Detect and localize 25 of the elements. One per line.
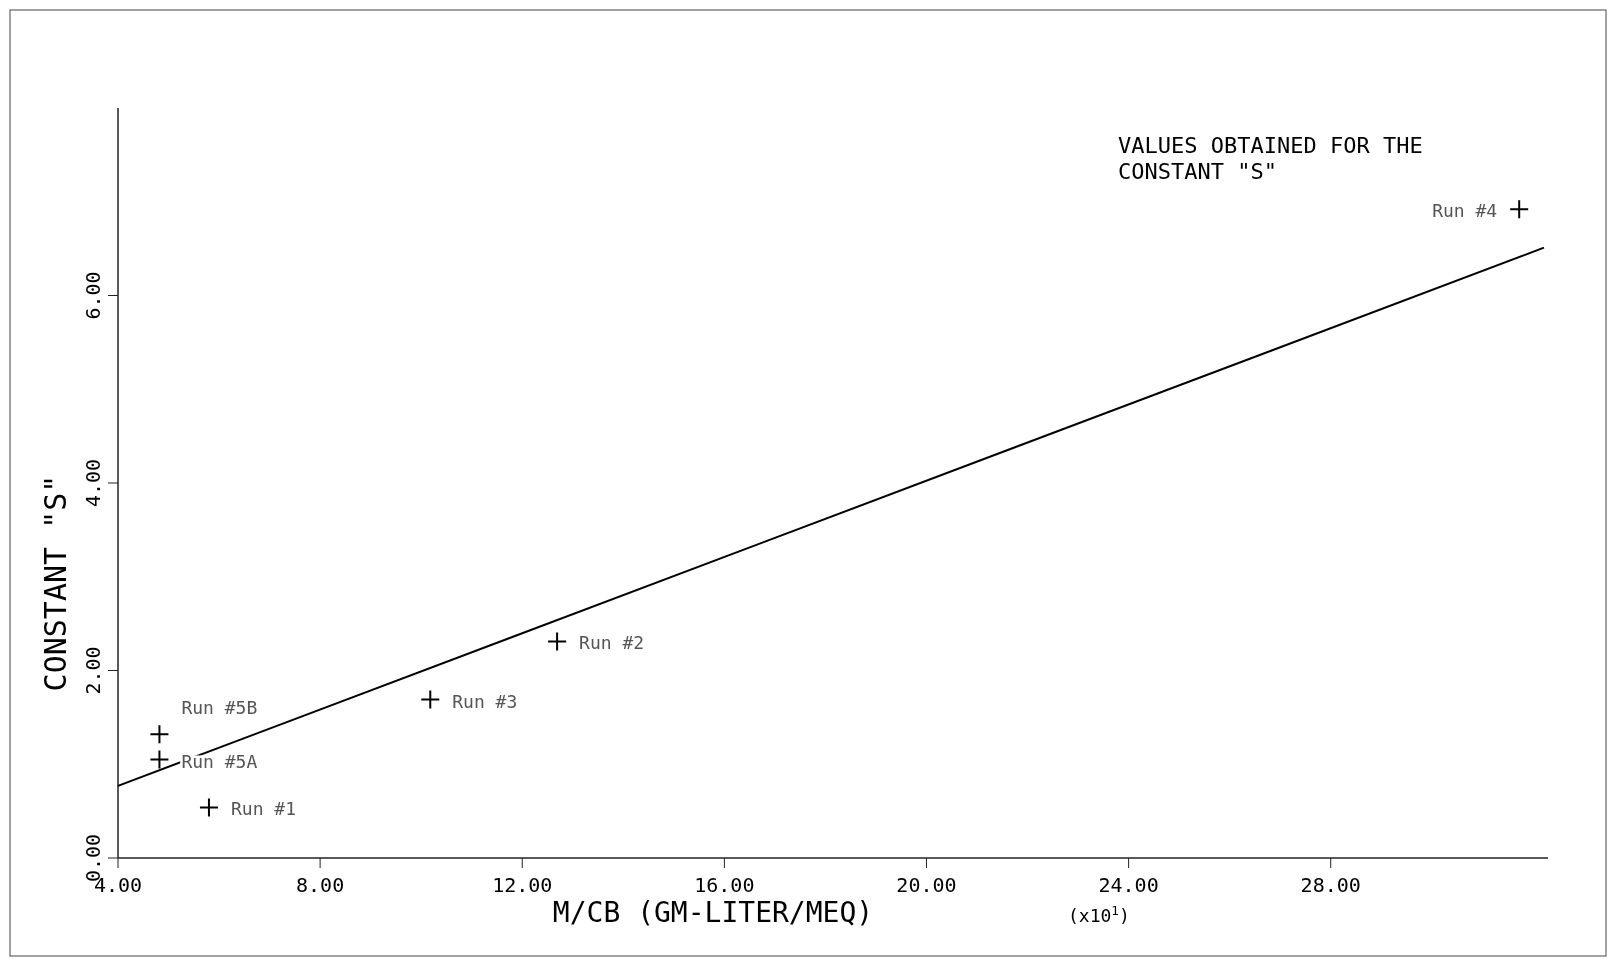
point <box>547 631 568 652</box>
y-tick-label: 6.00 <box>81 271 105 320</box>
point <box>420 689 441 710</box>
x-tick-label: 24.00 <box>1098 873 1159 897</box>
point <box>149 724 170 745</box>
y-tick-label: 4.00 <box>81 458 105 508</box>
x-tick-label: 8.00 <box>296 873 345 897</box>
annotation: Run #5B <box>181 697 258 719</box>
x-tick-label: 20.00 <box>896 873 957 897</box>
annotation: Run #4 <box>1432 200 1498 222</box>
annotation: Run #1 <box>230 798 296 820</box>
x-axis-title: M/CB (GM-LITER/MEQ) <box>552 896 874 929</box>
y-tick-label: 2.00 <box>81 646 105 695</box>
point <box>1509 199 1530 220</box>
annotation: Run #2 <box>579 632 645 654</box>
point <box>198 797 219 818</box>
annotation: VALUES OBTAINED FOR THE CONSTANT "S" <box>1118 133 1424 185</box>
x-tick-label: 28.00 <box>1300 873 1361 897</box>
annotation: Run #3 <box>452 690 518 712</box>
text: (x10$^{1}$) <box>1068 902 1130 926</box>
point <box>149 749 170 770</box>
annotation: Run #5A <box>181 750 258 772</box>
y-axis-title: CONSTANT "S" <box>38 474 73 692</box>
x-tick-label: 16.00 <box>694 873 755 897</box>
x-tick-label: 12.00 <box>492 873 553 897</box>
